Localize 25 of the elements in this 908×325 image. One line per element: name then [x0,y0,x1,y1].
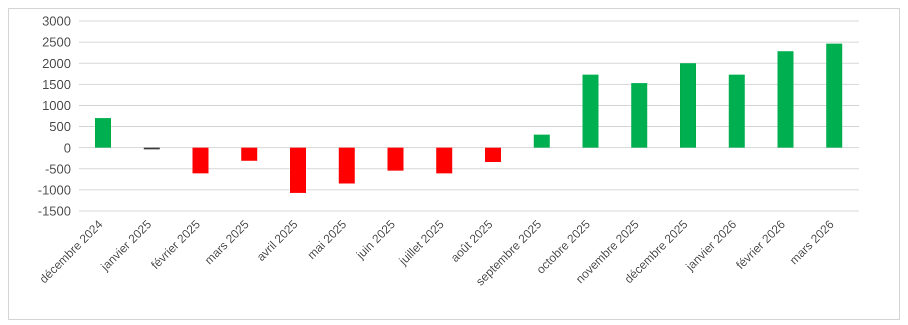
y-tick-label: 1500 [42,76,71,92]
y-tick-label: 0 [64,140,71,156]
bar [290,148,306,193]
bar [436,148,452,174]
bar [534,134,550,148]
bar [388,148,404,171]
bar [728,74,745,148]
bar [826,44,842,148]
bar [582,74,598,148]
y-tick-label: 1000 [42,98,71,114]
y-tick-label: 500 [49,119,71,134]
bar [338,148,355,184]
bar [95,118,111,148]
bar [680,63,696,148]
y-tick-label: -1500 [38,204,71,219]
bar [631,83,648,148]
bar [485,148,501,162]
y-tick-label: -1000 [38,182,71,198]
y-tick-label: 3000 [42,14,71,29]
y-tick-label: -500 [44,161,71,176]
y-tick-label: 2000 [42,56,71,71]
bar [192,148,208,174]
bar [241,148,258,161]
y-tick-label: 2500 [42,34,71,50]
bar [778,51,794,148]
